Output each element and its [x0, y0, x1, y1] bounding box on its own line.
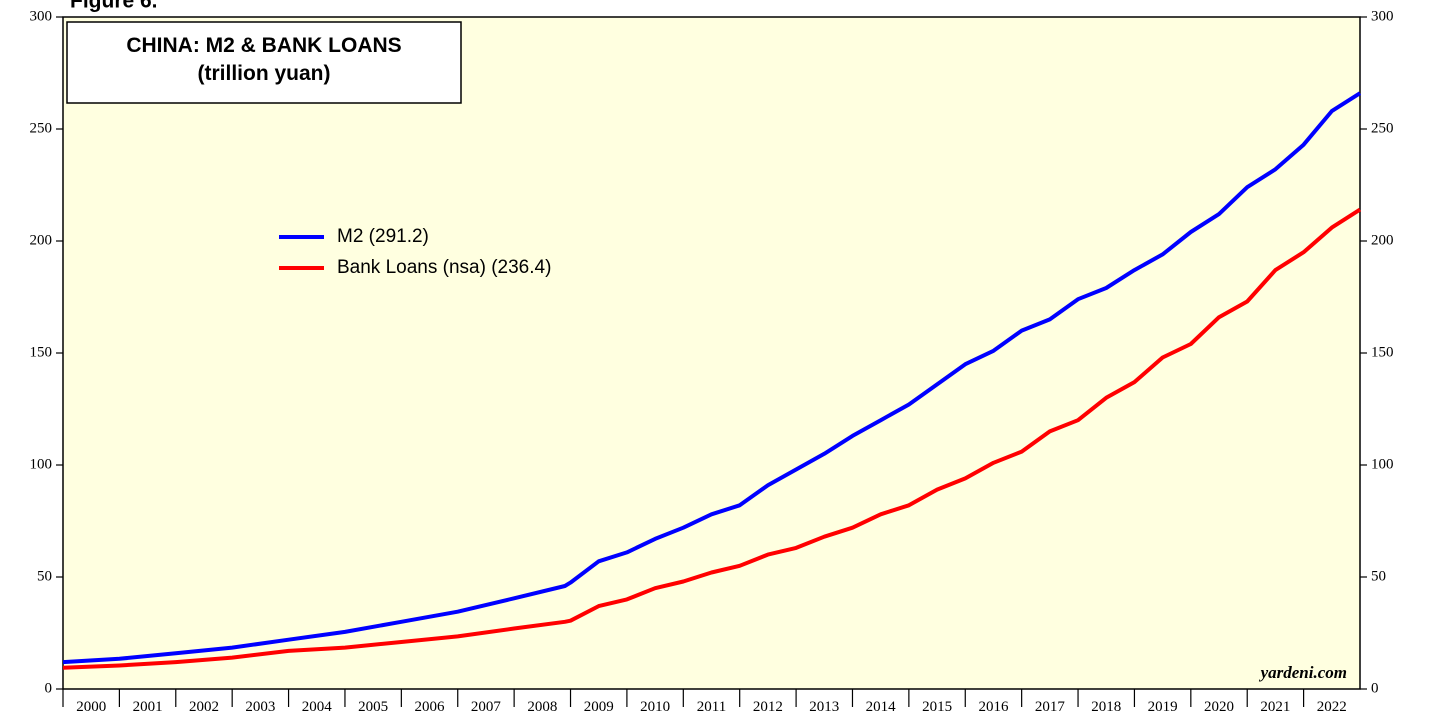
chart-title: CHINA: M2 & BANK LOANS [126, 34, 401, 57]
x-tick-label: 2015 [922, 699, 952, 715]
chart-subtitle: (trillion yuan) [198, 62, 331, 85]
title-box [66, 21, 462, 104]
x-tick-label: 2017 [1035, 699, 1066, 715]
y2-tick-label: 0 [1371, 680, 1379, 696]
x-tick-label: 2001 [133, 699, 163, 715]
y2-tick-label: 50 [1371, 568, 1386, 584]
y2-tick-label: 150 [1371, 344, 1394, 360]
series-line [62, 207, 1362, 670]
y-tick-label: 150 [30, 344, 53, 360]
y-tick-label: 0 [45, 680, 53, 696]
y2-tick-label: 200 [1371, 232, 1394, 248]
x-tick-label: 2019 [1148, 699, 1178, 715]
x-tick-label: 2016 [978, 699, 1009, 715]
y-tick-label: 50 [37, 568, 52, 584]
y-tick-label: 200 [30, 232, 53, 248]
y-tick-label: 100 [30, 456, 53, 472]
x-tick-label: 2011 [697, 699, 726, 715]
x-tick-label: 2012 [753, 699, 783, 715]
legend-label: Bank Loans (nsa) (236.4) [337, 257, 551, 278]
figure-label: Figure 6. [70, 0, 158, 13]
x-tick-label: 2004 [302, 699, 333, 715]
y-tick-label: 300 [30, 8, 53, 24]
y2-tick-label: 250 [1371, 120, 1394, 136]
x-tick-label: 2005 [358, 699, 388, 715]
x-tick-label: 2022 [1317, 699, 1347, 715]
x-tick-label: 2008 [527, 699, 557, 715]
x-tick-label: 2007 [471, 699, 502, 715]
source: yardeni.com [1259, 663, 1347, 682]
y-tick-label: 250 [30, 120, 53, 136]
x-tick-label: 2009 [584, 699, 614, 715]
x-tick-label: 2010 [640, 699, 670, 715]
x-tick-label: 2000 [76, 699, 106, 715]
x-tick-label: 2002 [189, 699, 219, 715]
plot-area [62, 16, 1361, 690]
x-tick-label: 2020 [1204, 699, 1234, 715]
x-tick-label: 2013 [809, 699, 839, 715]
x-tick-label: 2003 [245, 699, 275, 715]
legend-label: M2 (291.2) [337, 226, 429, 247]
x-tick-label: 2014 [866, 699, 897, 715]
y2-tick-label: 300 [1371, 8, 1394, 24]
x-tick-label: 2018 [1091, 699, 1121, 715]
series-line [62, 91, 1362, 665]
y2-tick-label: 100 [1371, 456, 1394, 472]
x-tick-label: 2006 [415, 699, 446, 715]
x-tick-label: 2021 [1260, 699, 1290, 715]
